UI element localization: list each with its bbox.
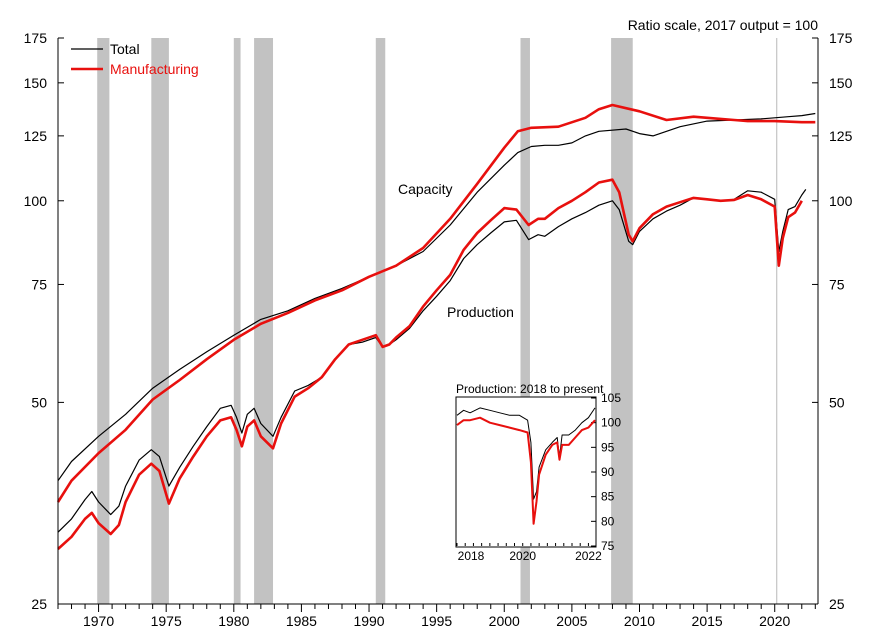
y-tick-label-right-25: 25 [829,596,845,612]
y-tick-label-right-175: 175 [829,30,853,46]
x-tick-label-1970: 1970 [83,613,114,629]
x-tick-label-2005: 2005 [556,613,587,629]
y-tick-label-left-25: 25 [31,596,47,612]
legend: Total Manufacturing [71,41,199,77]
recession-band-7 [611,38,633,604]
inset-y-tick-label-100: 100 [601,416,621,430]
inset-series-lines [456,407,596,525]
inset-axes: 75 80 85 90 95 100 105 2018 2020 2022 [456,391,621,563]
y-tick-label-right-50: 50 [829,394,845,410]
inset-y-tick-label-105: 105 [601,391,621,405]
recession-band-4 [254,38,274,604]
x-tick-label-2015: 2015 [692,613,723,629]
recession-band-1 [97,38,110,604]
y-tick-label-left-75: 75 [31,276,47,292]
series-line-total-capacity [57,112,816,482]
inset-title: Production: 2018 to present [456,382,604,396]
axes: 25 25 50 50 75 75 100 100 125 125 150 150 175 175 1970… [24,30,853,629]
x-tick-label-1980: 1980 [218,613,249,629]
x-tick-label-1990: 1990 [353,613,384,629]
x-tick-label-2020: 2020 [759,613,790,629]
series-line-total-production [57,189,807,533]
recession-band-5 [375,38,386,604]
y-tick-label-right-100: 100 [829,193,853,209]
inset-chart: Production: 2018 to present 75 80 85 90 95 10… [455,382,621,563]
inset-y-tick-label-95: 95 [601,440,615,454]
inset-x-tick-label-2020: 2020 [509,549,536,563]
y-tick-label-right-150: 150 [829,75,853,91]
recession-bands [97,38,633,604]
inset-y-tick-label-80: 80 [601,514,615,528]
annotation-capacity: Capacity [398,181,452,197]
y-tick-label-right-75: 75 [829,276,845,292]
scale-note: Ratio scale, 2017 output = 100 [628,17,819,33]
y-tick-label-left-100: 100 [24,193,48,209]
annotation-production: Production [447,304,514,320]
series-lines [56,103,816,550]
x-tick-label-1995: 1995 [421,613,452,629]
x-tick-label-1975: 1975 [151,613,182,629]
recession-band-2 [151,38,169,604]
inset-frame [455,396,597,548]
y-tick-label-left-175: 175 [24,30,48,46]
series-line-manufacturing-capacity [56,103,816,503]
y-tick-label-left-150: 150 [24,75,48,91]
x-tick-label-1985: 1985 [286,613,317,629]
inset-y-tick-label-90: 90 [601,465,615,479]
legend-label-total: Total [110,41,140,57]
y-tick-label-left-50: 50 [31,394,47,410]
inset-y-tick-label-75: 75 [601,539,615,553]
y-tick-label-right-125: 125 [829,128,853,144]
y-tick-label-left-125: 125 [24,128,48,144]
inset-x-tick-label-2018: 2018 [458,549,485,563]
legend-label-manufacturing: Manufacturing [110,61,199,77]
recession-band-3 [233,38,241,604]
inset-y-tick-label-85: 85 [601,490,615,504]
recession-band-6 [520,38,530,604]
x-tick-label-2000: 2000 [489,613,520,629]
x-tick-label-2010: 2010 [624,613,655,629]
inset-x-tick-label-2022: 2022 [575,549,602,563]
inset-series-line-manufacturing [456,416,596,525]
series-line-manufacturing-production [57,178,803,550]
